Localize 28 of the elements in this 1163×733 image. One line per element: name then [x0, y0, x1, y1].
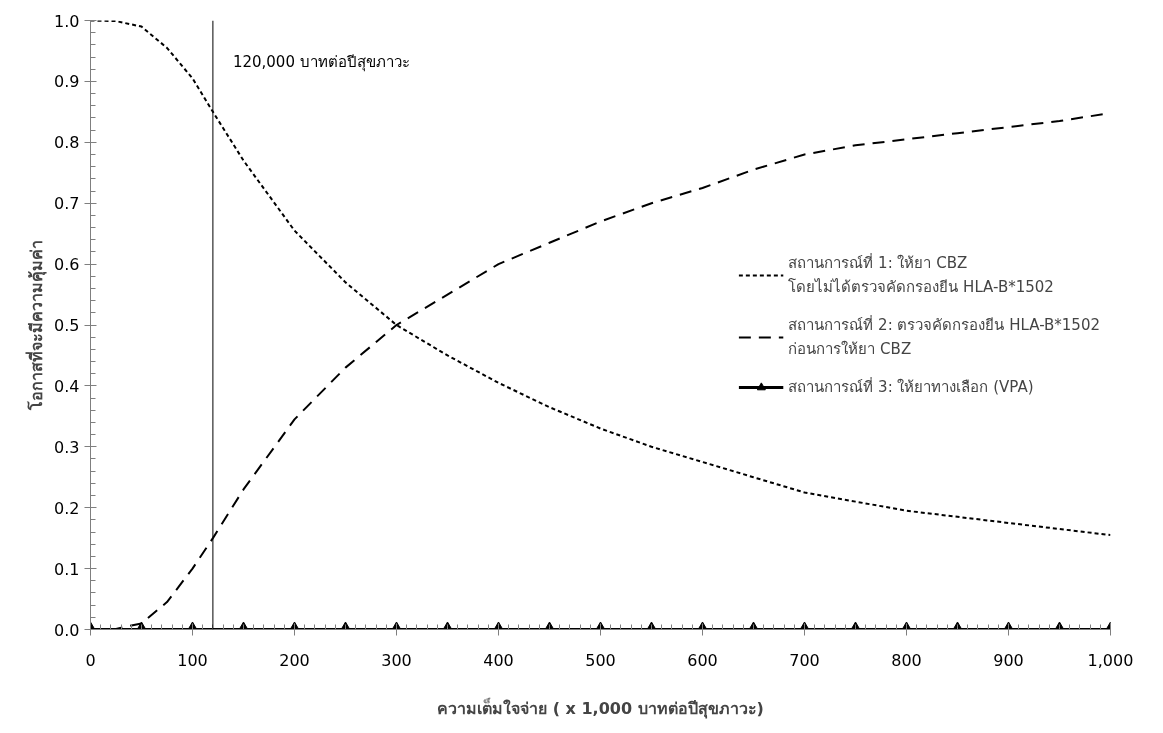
y-tick-label: 0.0 [54, 620, 80, 640]
x-tick-label: 0 [85, 650, 96, 670]
legend-label: สถานการณ์ที่ 2: ตรวจคัดกรองยีน HLA-B*1502 ก่อนการให้ยา CBZ [788, 314, 1100, 360]
y-tick-label: 0.1 [54, 559, 80, 579]
legend-label: สถานการณ์ที่ 3: ให้ยาทางเลือก (VPA) [788, 376, 1034, 398]
x-tick-label: 800 [891, 650, 922, 670]
y-tick-label: 0.5 [54, 316, 80, 335]
x-axis-title: ความเต็มใจจ่าย ( x 1,000 บาทต่อปีสุขภาวะ) [437, 696, 764, 719]
x-tick-label: 200 [279, 650, 310, 670]
y-axis-title: โอกาสที่จะมีความคุ้มค่า [25, 240, 48, 411]
y-tick-label: 0.3 [54, 437, 80, 457]
y-tick-label: 0.9 [54, 72, 80, 92]
y-tick-label: 1.0 [54, 11, 80, 31]
y-tick-label: 0.8 [54, 133, 80, 153]
x-tick-label: 400 [483, 650, 514, 670]
y-tick-label: 0.2 [54, 498, 80, 518]
x-tick-label: 700 [789, 650, 820, 670]
y-tick-label: 0.6 [54, 255, 80, 275]
x-tick-label: 100 [177, 650, 208, 670]
x-tick-label: 600 [687, 650, 718, 670]
ref-line-label: 120,000 บาทต่อปีสุขภาวะ [232, 52, 410, 72]
y-tick-label: 0.7 [54, 194, 80, 214]
x-tick-label: 300 [381, 650, 412, 670]
legend-label: สถานการณ์ที่ 1: ให้ยา CBZ โดยไม่ได้ตรวจคัดกรองยีน HLA-B*1502 [788, 252, 1054, 298]
x-tick-label: 500 [585, 650, 616, 670]
x-tick-label: 1,000 [1087, 650, 1134, 670]
y-tick-label: 0.4 [54, 376, 80, 396]
x-tick-label: 900 [993, 650, 1024, 670]
